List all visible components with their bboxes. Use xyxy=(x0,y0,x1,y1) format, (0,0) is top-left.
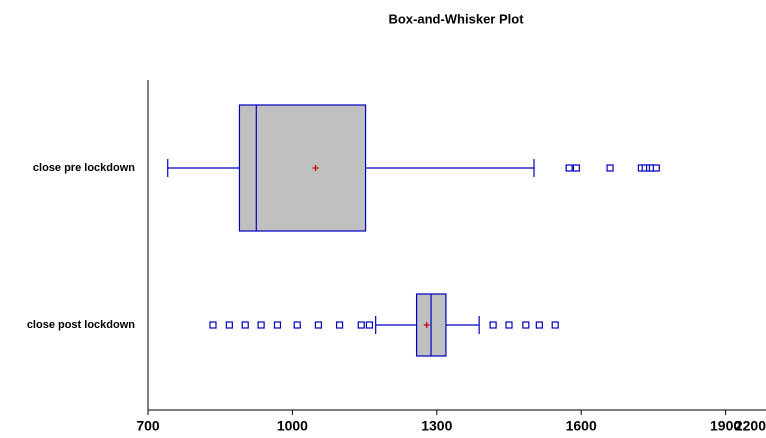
outlier xyxy=(357,321,365,329)
x-tick-label: 1900 xyxy=(710,418,741,434)
x-tick-label: 700 xyxy=(136,418,160,434)
mean-marker xyxy=(312,165,319,171)
chart-title: Box-and-Whisker Plot xyxy=(388,11,524,26)
outlier xyxy=(572,164,580,172)
x-tick-label: 2200 xyxy=(735,418,766,434)
x-tick-label: 1000 xyxy=(277,418,308,434)
outlier xyxy=(314,321,322,329)
box xyxy=(238,104,367,232)
outlier xyxy=(293,321,301,329)
outlier xyxy=(257,321,265,329)
outlier xyxy=(489,321,497,329)
outlier xyxy=(365,321,374,329)
outlier xyxy=(652,164,660,172)
x-tick-label: 1300 xyxy=(421,418,452,434)
outlier xyxy=(606,164,614,172)
category-label: close pre lockdown xyxy=(33,162,135,174)
outlier xyxy=(522,321,530,329)
outlier xyxy=(505,321,513,329)
outlier xyxy=(209,321,217,329)
mean-marker xyxy=(423,322,430,328)
outlier xyxy=(241,321,249,329)
outlier xyxy=(535,321,543,329)
category-label: close post lockdown xyxy=(27,319,135,331)
outlier xyxy=(273,321,282,329)
outlier xyxy=(225,321,233,329)
outlier xyxy=(551,321,559,329)
outlier xyxy=(335,321,344,329)
x-tick-label: 1600 xyxy=(566,418,597,434)
outlier xyxy=(565,164,573,172)
